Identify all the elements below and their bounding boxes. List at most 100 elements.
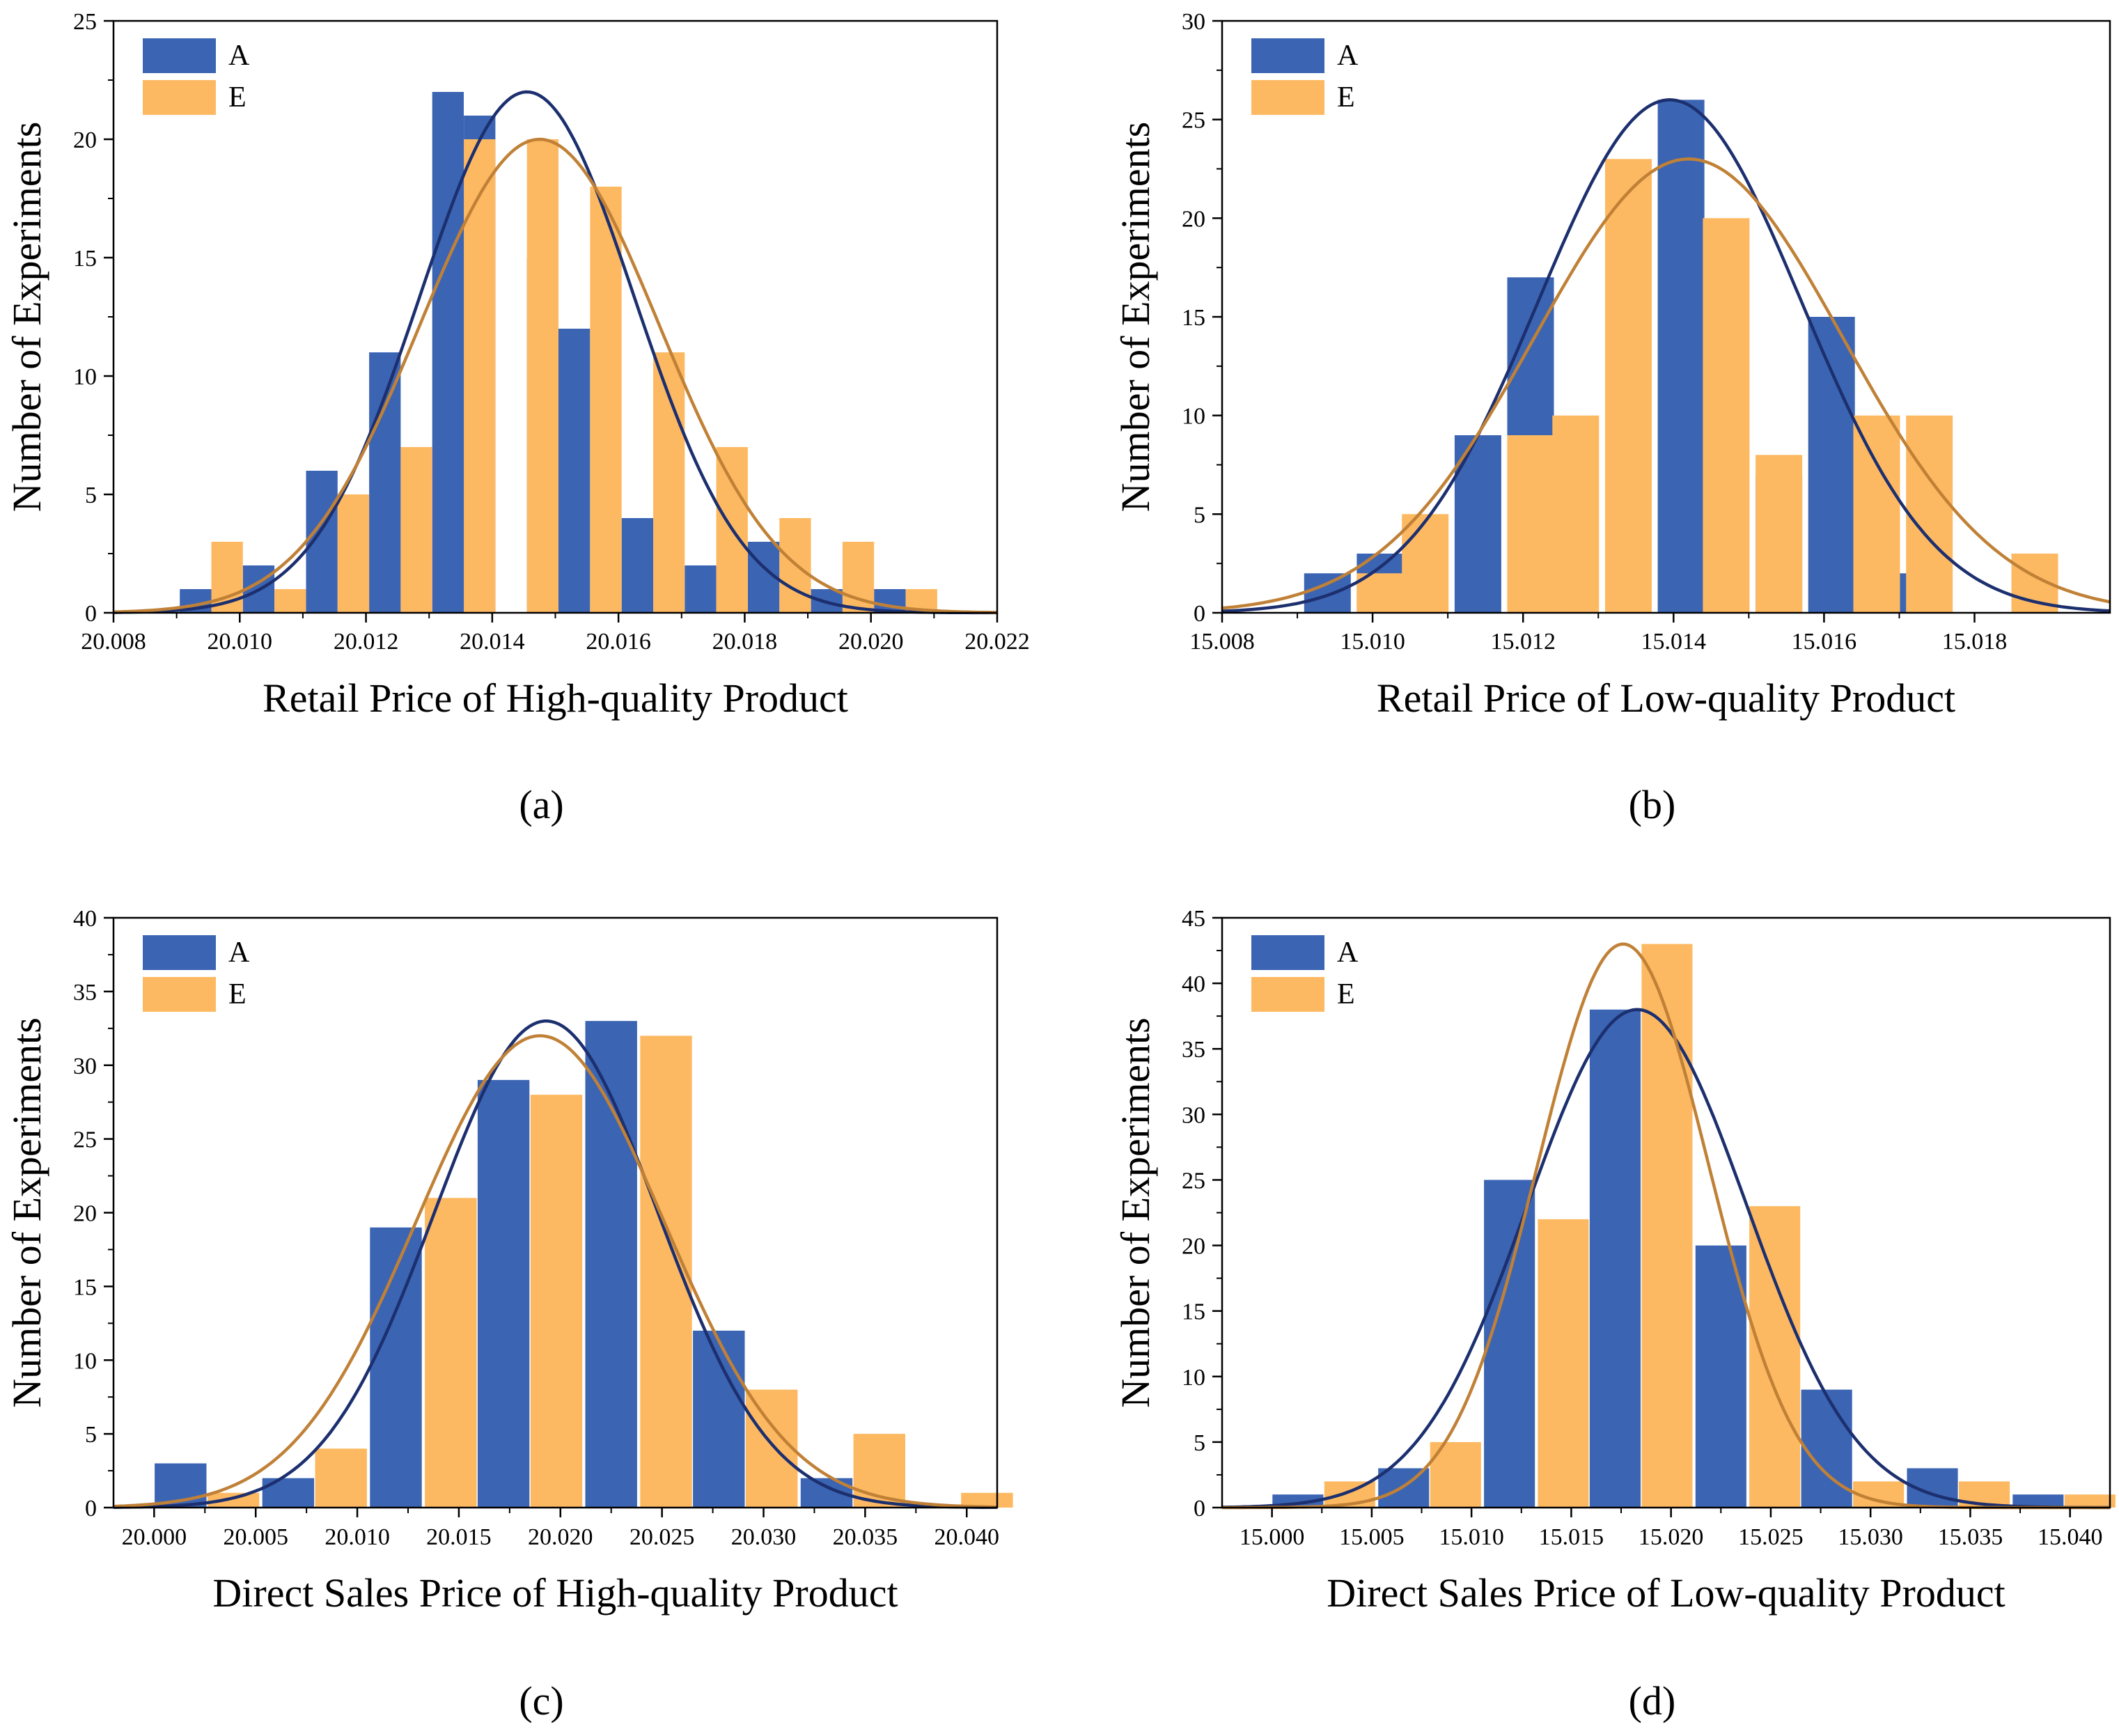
legend-label-A: A	[228, 40, 250, 72]
bar-E-4	[640, 1035, 692, 1508]
y-tick-label: 5	[1194, 1430, 1205, 1456]
x-tick-label: 20.020	[528, 1524, 593, 1550]
bar-E-2	[337, 494, 370, 613]
legend-swatch-E	[1251, 977, 1324, 1012]
bar-E-8	[1906, 415, 1953, 613]
y-tick-label: 25	[1182, 1168, 1205, 1194]
y-tick-label: 10	[1182, 404, 1205, 430]
x-tick-label: 20.040	[934, 1524, 999, 1550]
y-tick-label: 15	[73, 1274, 97, 1300]
legend-label-A: A	[1337, 937, 1359, 969]
fit-curve-A	[1222, 1008, 2110, 1510]
y-tick-label: 20	[1182, 1234, 1205, 1260]
legend-label-A: A	[228, 937, 250, 969]
legend-swatch-A	[1251, 935, 1324, 970]
y-axis-label: Number of Experiments	[1113, 122, 1158, 513]
chart-panel-1: 0 5 10 15 20 25 20.008 20.010 20.012 20.014 20.016…	[4, 9, 1030, 827]
panel-label: (c)	[519, 1678, 563, 1723]
y-tick-label: 30	[1182, 1102, 1205, 1128]
y-tick-label: 5	[85, 483, 97, 508]
x-tick-label: 15.018	[1942, 629, 2008, 655]
x-tick-label: 20.035	[833, 1524, 898, 1550]
legend-swatch-A	[143, 935, 216, 970]
y-tick-label: 15	[1182, 1299, 1205, 1325]
x-tick-label: 15.025	[1738, 1524, 1804, 1550]
x-tick-label: 15.040	[2038, 1524, 2103, 1550]
bar-A-3	[1589, 1009, 1641, 1508]
x-axis-label: Retail Price of High-quality Product	[263, 675, 848, 721]
x-tick-label: 20.014	[460, 629, 525, 655]
panel-label: (b)	[1629, 782, 1676, 827]
y-tick-label: 30	[73, 1054, 97, 1079]
x-tick-label: 20.030	[731, 1524, 797, 1550]
y-tick-label: 10	[73, 364, 97, 390]
y-tick-label: 45	[1182, 906, 1205, 932]
bar-A-7	[1808, 317, 1855, 613]
y-tick-label: 5	[85, 1422, 97, 1448]
y-tick-label: 20	[73, 127, 97, 153]
bar-E-2	[1507, 435, 1554, 613]
y-tick-label: 0	[1194, 1496, 1205, 1522]
bar-A-8	[621, 518, 653, 613]
bar-A-5	[1801, 1389, 1852, 1508]
y-tick-label: 5	[1194, 502, 1205, 528]
x-tick-label: 15.020	[1639, 1524, 1704, 1550]
x-tick-label: 20.012	[334, 629, 399, 655]
bar-A-4	[432, 92, 464, 613]
bar-E-6	[590, 187, 622, 613]
x-tick-label: 20.005	[223, 1524, 288, 1550]
x-axis-label: Direct Sales Price of High-quality Produ…	[212, 1570, 898, 1616]
y-tick-label: 10	[1182, 1365, 1205, 1391]
legend-swatch-E	[1251, 80, 1324, 115]
bar-E-3	[400, 447, 432, 613]
bar-E-1	[1402, 514, 1449, 613]
bar-A-2	[370, 1227, 422, 1508]
bar-A-9	[685, 565, 717, 613]
y-tick-label: 0	[85, 1496, 97, 1522]
bar-E-3	[1552, 415, 1600, 613]
x-tick-label: 15.014	[1641, 629, 1707, 655]
bar-E-2	[425, 1198, 477, 1508]
y-tick-label: 25	[73, 1127, 97, 1153]
y-tick-label: 10	[73, 1348, 97, 1374]
bar-E-4	[1605, 159, 1652, 613]
x-tick-label: 15.015	[1539, 1524, 1604, 1550]
legend-label-E: E	[228, 81, 247, 114]
bar-A-2	[1484, 1180, 1535, 1508]
x-tick-label: 15.000	[1240, 1524, 1305, 1550]
x-tick-label: 20.010	[325, 1524, 390, 1550]
legend-swatch-E	[143, 977, 216, 1012]
bar-A-4	[1695, 1245, 1746, 1508]
legend-label-E: E	[1337, 81, 1355, 114]
bar-E-3	[530, 1095, 583, 1508]
chart-panel-4: 0 5 10 15 20 25 30 35 40 45 15.000 15.005 15.010 15.0…	[1113, 906, 2116, 1723]
legend-swatch-E	[143, 80, 216, 115]
y-axis-label: Number of Experiments	[1113, 1017, 1158, 1408]
bar-E-5	[746, 1389, 798, 1508]
y-tick-label: 35	[73, 980, 97, 1006]
x-tick-label: 20.015	[426, 1524, 492, 1550]
x-tick-label: 20.018	[712, 629, 778, 655]
fit-curve-E	[113, 137, 997, 614]
bar-A-3	[477, 1079, 530, 1508]
x-tick-label: 15.012	[1490, 629, 1556, 655]
bar-E-6	[1756, 455, 1803, 613]
bar-A-7	[2012, 1494, 2064, 1508]
chart-panel-3: 0 5 10 15 20 25 30 35 40 20.000 20.005 20.010 20.015…	[4, 906, 1013, 1723]
x-tick-label: 20.025	[630, 1524, 695, 1550]
bar-E-4	[1749, 1206, 1801, 1508]
x-tick-label: 20.008	[81, 629, 146, 655]
bar-E-2	[1538, 1219, 1589, 1508]
legend-label-E: E	[1337, 978, 1355, 1010]
x-tick-label: 20.000	[122, 1524, 187, 1550]
x-tick-label: 20.016	[586, 629, 651, 655]
y-tick-label: 20	[73, 1201, 97, 1227]
legend-label-A: A	[1337, 40, 1359, 72]
bar-A-1	[262, 1478, 315, 1508]
y-tick-label: 0	[1194, 601, 1205, 627]
chart-panel-2: 0 5 10 15 20 25 30 15.008 15.010 15.012 15.014 15.0…	[1113, 9, 2111, 827]
bar-E-7	[2064, 1494, 2116, 1508]
x-tick-label: 20.022	[964, 629, 1030, 655]
x-tick-label: 15.016	[1792, 629, 1857, 655]
